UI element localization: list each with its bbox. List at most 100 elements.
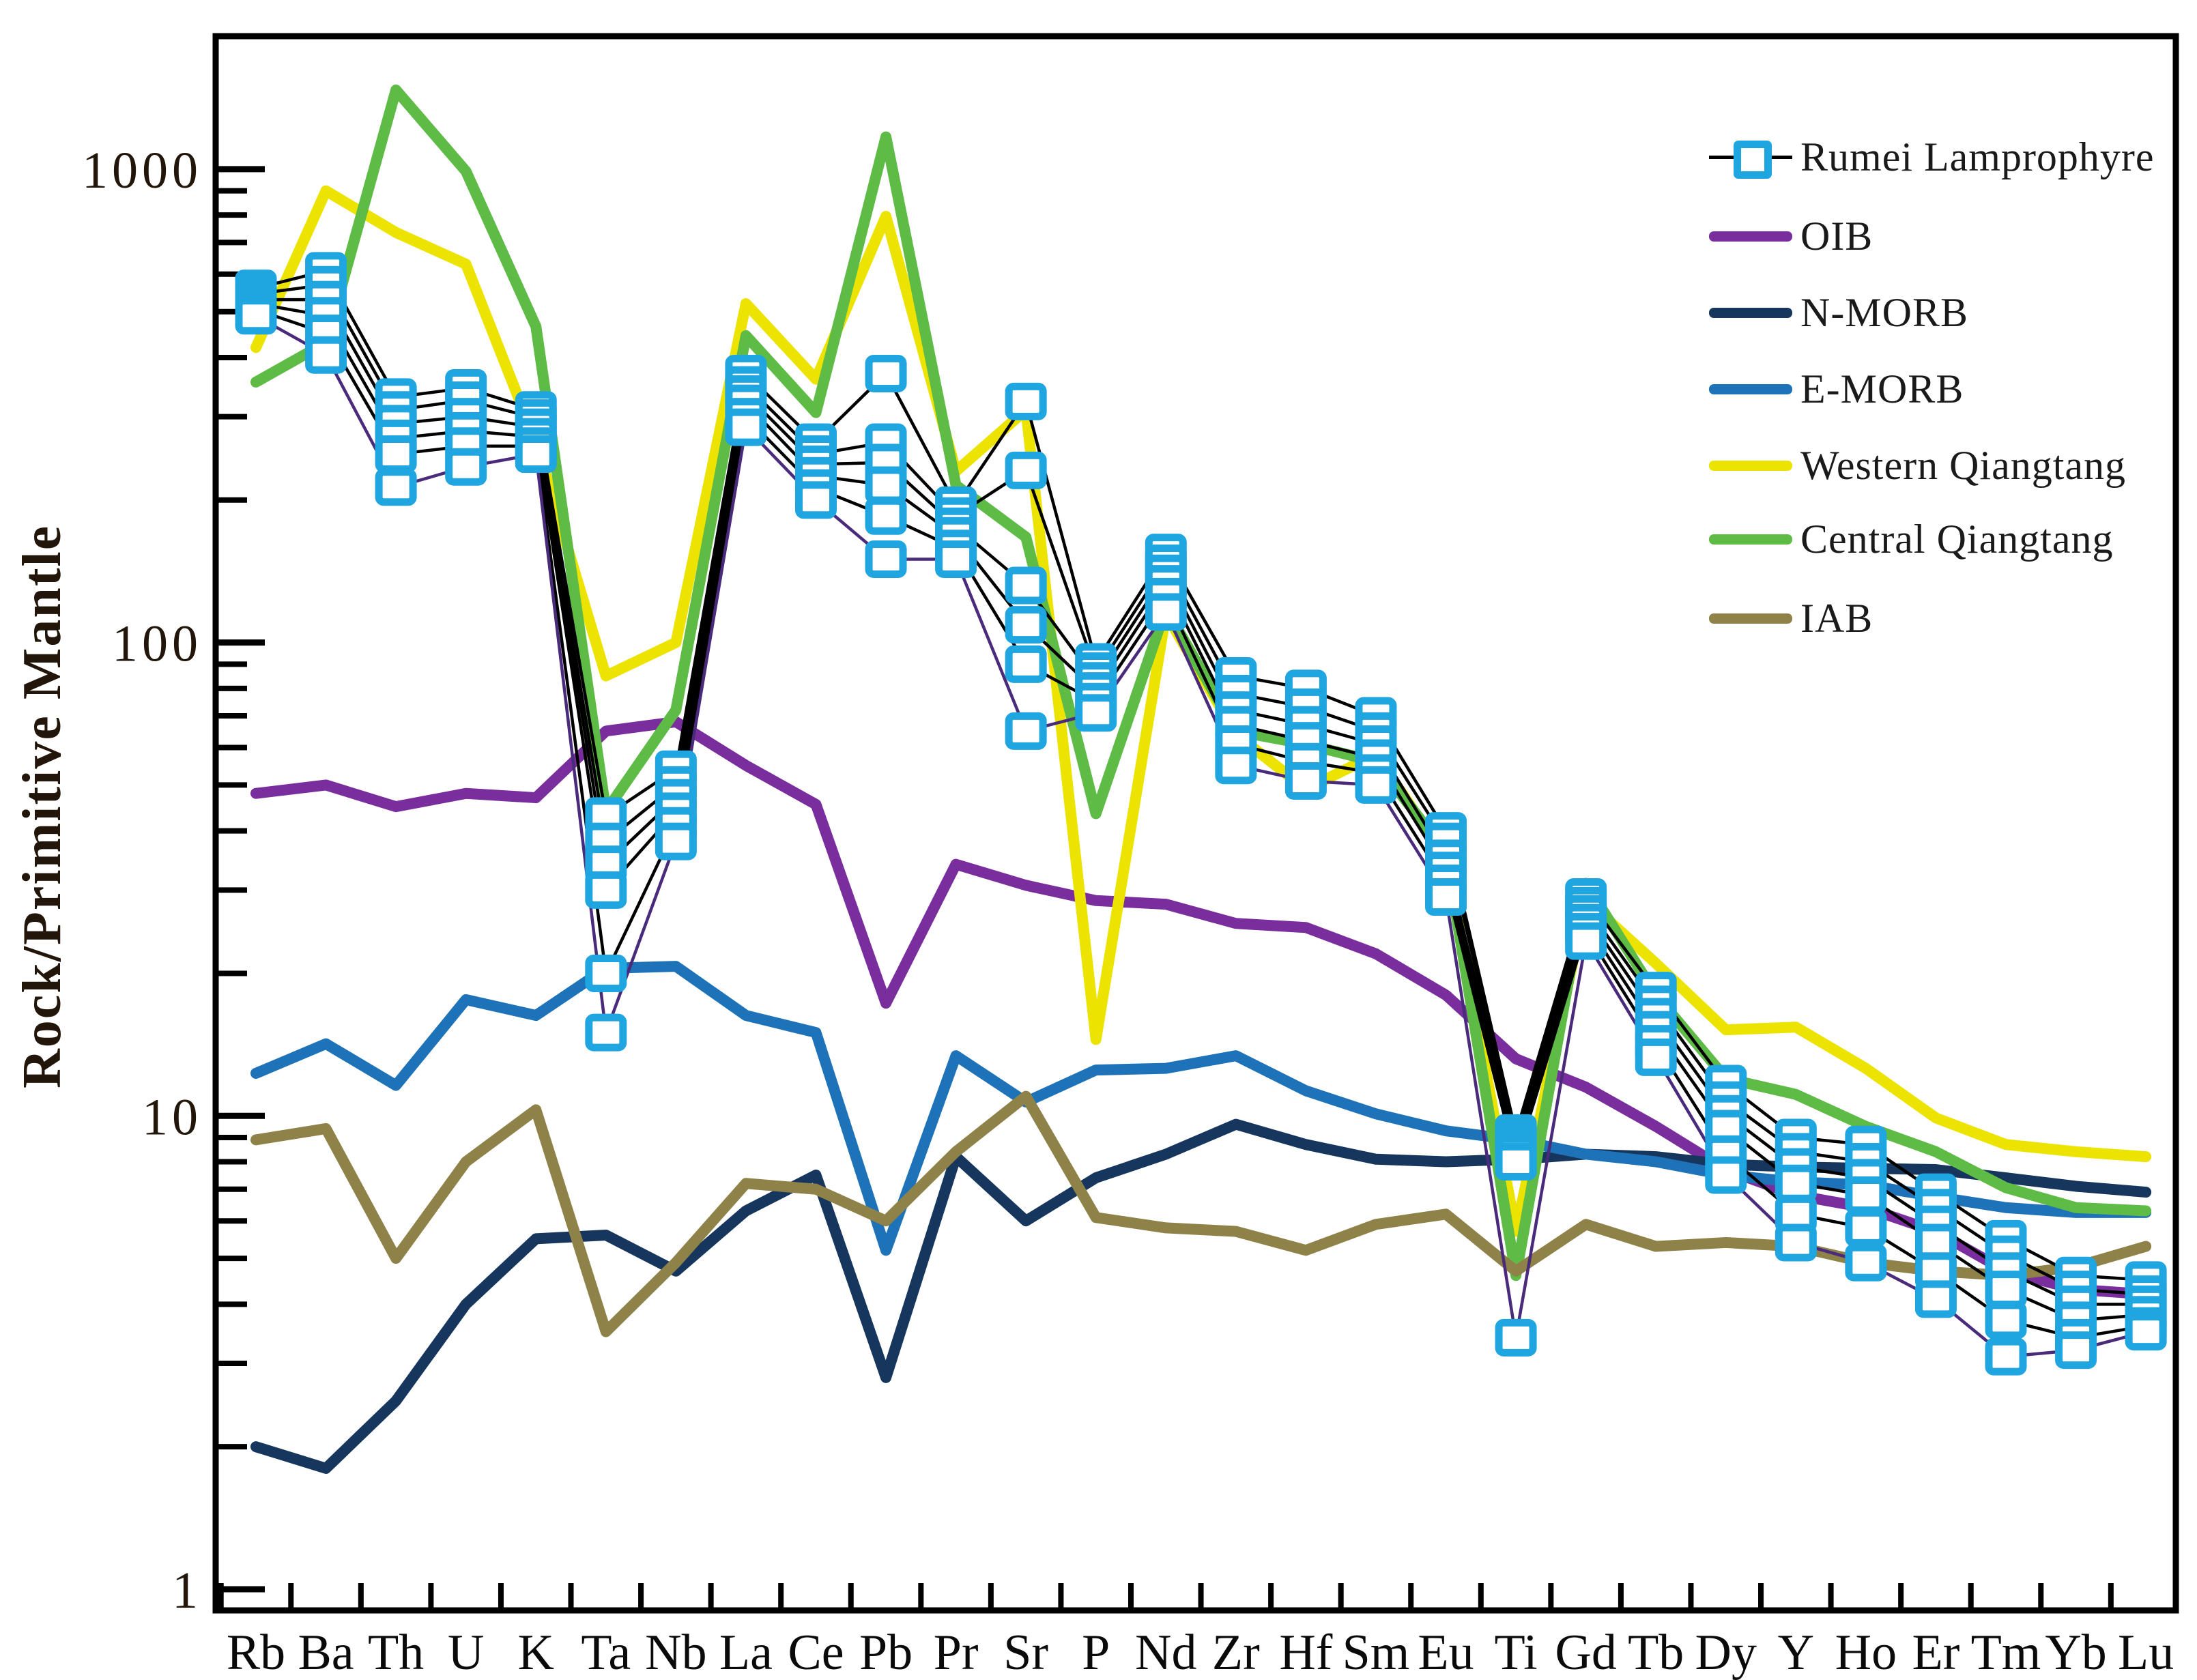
- sample-marker: [1005, 712, 1047, 750]
- sample-marker: [1005, 606, 1047, 644]
- x-category-label: Tb: [1628, 1625, 1684, 1680]
- x-category-label: Dy: [1695, 1625, 1757, 1680]
- sample-marker: [1845, 1243, 1887, 1281]
- x-category-label: Th: [368, 1625, 424, 1680]
- series-line-iab: [250, 1090, 2152, 1337]
- y-tick-label: 1: [172, 1562, 202, 1619]
- square-marker-icon: [1734, 141, 1772, 179]
- sample-line-3: [256, 298, 2146, 1306]
- legend-label: N-MORB: [1800, 289, 1969, 335]
- sample-marker: [1565, 922, 1607, 960]
- sample-marker: [585, 1013, 627, 1052]
- y-tick-label: 1000: [82, 142, 202, 199]
- sample-marker: [1005, 382, 1047, 420]
- x-category-label: Nb: [645, 1625, 706, 1680]
- x-category-label: Lu: [2118, 1625, 2174, 1680]
- sample-marker: [1705, 1156, 1747, 1194]
- chart-frame: [212, 33, 2179, 1614]
- y-tick-label: 100: [112, 615, 202, 673]
- sample-marker: [1985, 1301, 2027, 1339]
- x-category-label: Nd: [1135, 1625, 1196, 1680]
- sample-marker: [1914, 1280, 1957, 1318]
- sample-line-6: [255, 314, 2146, 1359]
- sample-marker: [1005, 645, 1047, 683]
- legend-label: E-MORB: [1800, 366, 1964, 411]
- sample-marker: [1005, 566, 1047, 605]
- sample-marker: [865, 354, 907, 392]
- legend-entry-western-qiangtang: Western Qiangtang: [1709, 442, 2127, 488]
- x-category-label: Gd: [1555, 1625, 1616, 1680]
- sample-marker: [1495, 1318, 1537, 1357]
- x-category-label: P: [1082, 1625, 1110, 1680]
- x-category-label: La: [719, 1625, 773, 1680]
- legend-label: Rumei Lamprophyre: [1800, 134, 2155, 179]
- x-category-label: Er: [1912, 1625, 1960, 1680]
- sample-marker: [1775, 1164, 1817, 1202]
- sample-marker: [725, 408, 767, 446]
- sample-marker: [2125, 1313, 2167, 1351]
- x-category-label: Sm: [1342, 1625, 1410, 1680]
- legend-label: OIB: [1800, 213, 1873, 259]
- sample-marker: [305, 336, 347, 374]
- sample-marker: [1845, 1208, 1887, 1247]
- legend-entry-iab: IAB: [1709, 595, 1873, 641]
- rumei-lamprophyre-swatch: [1709, 135, 1792, 179]
- sample-marker: [655, 822, 697, 860]
- sample-marker: [865, 497, 907, 535]
- sample-marker: [1075, 694, 1117, 732]
- legend-label: Central Qiangtang: [1800, 516, 2114, 562]
- sample-line-4: [255, 302, 2146, 1322]
- x-category-label: Hf: [1279, 1625, 1332, 1680]
- oib-line-swatch: [1709, 214, 1792, 258]
- x-category-label: Sr: [1003, 1625, 1048, 1680]
- x-category-label: Rb: [227, 1625, 285, 1680]
- sample-marker: [1215, 747, 1257, 785]
- x-category-label: Ho: [1835, 1625, 1897, 1680]
- x-category-label: Tm: [1971, 1625, 2041, 1680]
- sample-marker: [235, 297, 277, 335]
- sample-marker: [585, 871, 627, 909]
- sample-marker: [1284, 762, 1327, 800]
- sample-marker: [375, 435, 417, 474]
- x-category-label: U: [448, 1625, 484, 1680]
- x-category-label: K: [518, 1625, 554, 1680]
- sample-marker: [2055, 1331, 2097, 1370]
- sample-marker: [1425, 878, 1467, 916]
- sample-marker: [445, 448, 487, 486]
- sample-marker: [1985, 1271, 2027, 1309]
- sample-marker: [794, 481, 837, 519]
- x-category-label: Pr: [934, 1625, 979, 1680]
- legend-entry-rumei-lamprophyre: Rumei Lamprophyre: [1709, 134, 2155, 179]
- sample-marker: [865, 540, 907, 578]
- sample-marker: [1495, 1143, 1537, 1181]
- legend-entry-central-qiangtang: Central Qiangtang: [1709, 516, 2114, 562]
- sample-marker: [1985, 1337, 2027, 1376]
- western-qiangtang-line-swatch: [1709, 444, 1792, 487]
- central-qiangtang-line-swatch: [1709, 517, 1792, 561]
- x-category-label: Ti: [1494, 1625, 1537, 1680]
- legend-label: IAB: [1800, 595, 1873, 641]
- sample-marker: [1845, 1176, 1887, 1214]
- series-line-oib: [250, 716, 2152, 1300]
- legend-entry-oib: OIB: [1709, 213, 1873, 259]
- series-line-e-morb: [250, 961, 2152, 1256]
- sample-marker: [865, 466, 907, 504]
- iab-line-swatch: [1709, 596, 1792, 640]
- sample-line-2: [255, 283, 2146, 1296]
- sample-marker: [935, 540, 977, 578]
- n-morb-line-swatch: [1709, 291, 1792, 334]
- sample-marker: [1635, 1038, 1677, 1076]
- x-category-label: Y: [1778, 1625, 1814, 1680]
- sample-marker: [1145, 593, 1187, 631]
- x-category-label: Eu: [1418, 1625, 1474, 1680]
- e-morb-line-swatch: [1709, 367, 1792, 411]
- y-tick-label: 10: [142, 1088, 202, 1146]
- legend-label: Western Qiangtang: [1800, 442, 2127, 488]
- sample-line-5: [255, 308, 2146, 1339]
- sample-marker: [1005, 451, 1047, 489]
- sample-marker: [515, 435, 557, 474]
- y-axis-title: Rock/Primitive Mantle: [12, 525, 72, 1088]
- x-category-label: Ta: [581, 1625, 631, 1680]
